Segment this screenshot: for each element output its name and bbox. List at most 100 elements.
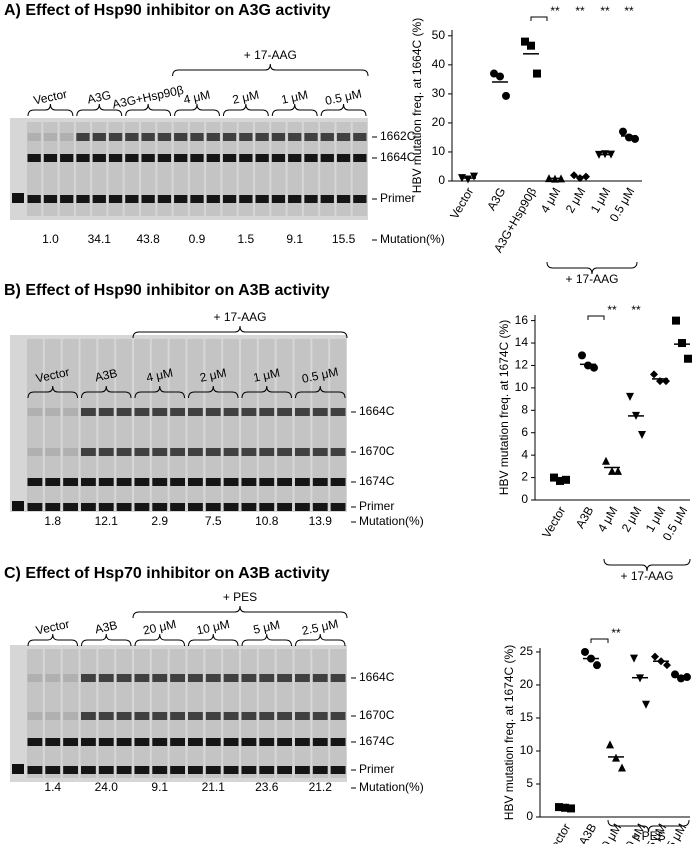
gel-lane [223,339,239,508]
lane-label: 4 μM [182,88,211,107]
gel-band [304,195,318,203]
data-point [593,661,601,670]
band-label: 1664C [380,150,416,164]
gel-band [271,154,286,162]
gel-band [108,154,123,162]
gel-band [320,154,334,162]
gel-lane [187,339,204,508]
lane-brace [271,103,318,117]
gel-band [81,738,96,746]
gel-lane [27,122,42,216]
gel-band [157,195,172,203]
y-axis-label: HBV mutation freq. at 1664C (%) [410,18,424,193]
lane-brace [295,385,346,399]
y-tick-label: 25 [520,644,534,658]
gel-band [241,408,257,416]
gel-lane [206,122,221,216]
lane-label: 20 μM [142,617,178,638]
data-point [614,466,622,475]
treatment-label: + PES [631,829,665,843]
x-tick-label: Vector [447,185,476,221]
gel-lane [276,339,293,508]
gel-band [170,503,185,511]
gel-band [60,133,74,141]
significance-label: ** [607,303,617,317]
band-label: 1664C [359,670,395,684]
gel-band [241,674,257,682]
gel-band [205,503,221,511]
data-point [578,351,586,360]
data-point [630,654,638,663]
gel-band [222,154,237,162]
lane-brace [174,103,220,117]
data-point [606,740,614,749]
gel-band [76,195,90,203]
band-label: Primer [380,191,415,205]
gel-band [239,133,253,141]
gel-band [116,766,132,774]
gel-band [188,408,203,416]
lane-label: 10 μM [195,617,231,638]
gel-band [152,408,168,416]
gel-band [259,478,275,486]
gel-band [277,503,292,511]
mutation-label: Mutation(%) [359,514,424,528]
gel-band [125,154,139,162]
gel-band [312,712,328,720]
x-tick-label: A3B [573,504,596,531]
gel-band [45,448,61,456]
gel-lane [189,122,205,216]
gel-band [60,154,74,162]
gel-band [271,195,286,203]
gel-band [288,154,302,162]
gel-lane [27,339,43,508]
gel-band [152,738,168,746]
gel-band [27,154,41,162]
gel-band [134,503,150,511]
data-point [470,172,478,181]
gel-band [223,738,239,746]
gel-band [134,766,150,774]
gel-band [336,133,351,141]
gel-band [81,408,96,416]
lane-label: A3G [86,88,112,107]
gel-band [157,133,172,141]
mutation-value: 9.1 [286,232,303,246]
gel-band [170,448,185,456]
lane-brace [81,385,132,399]
lane-brace [320,103,367,117]
y-tick-label: 15 [520,710,534,724]
gel-band [330,712,346,720]
gel-band [295,448,310,456]
gel-band [304,154,318,162]
data-point [684,354,692,363]
gel-band [239,154,253,162]
gel-band [98,766,114,774]
x-tick-label: Vector [539,504,568,540]
gel-band [205,738,221,746]
gel-band [27,766,43,774]
mutation-value: 43.8 [136,232,160,246]
gel-band [190,154,204,162]
gel-band [43,195,58,203]
y-tick-label: 10 [520,743,534,757]
data-point [490,69,498,78]
gel-band [45,408,61,416]
gel-band [277,448,292,456]
gel-band [134,674,150,682]
gel-lane [92,122,107,216]
treatment-label: + 17-AAG [213,310,266,324]
treatment-label: + PES [223,590,257,604]
data-point [496,72,504,81]
gel-band [222,195,237,203]
gel-lane [241,339,257,508]
gel-band [353,133,367,141]
gel-lane [320,122,335,216]
lane-label: 1 μM [280,88,309,107]
gel-band [43,154,58,162]
mutation-value: 1.4 [44,780,61,794]
x-tick-label: A3G [484,185,508,213]
gel-band [108,133,123,141]
data-point [602,456,610,465]
